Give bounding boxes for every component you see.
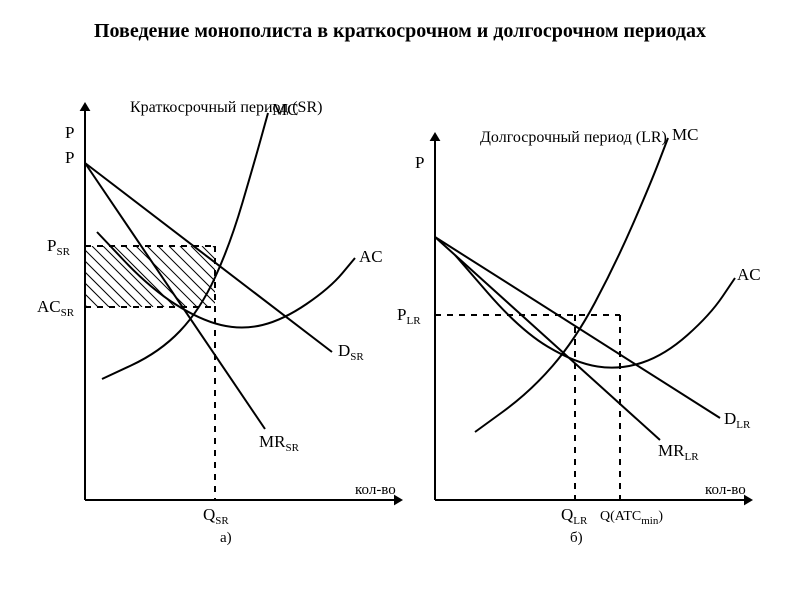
svg-text:a): a): [220, 530, 232, 546]
svg-text:QSR: QSR: [203, 505, 229, 527]
svg-text:кол-во: кол-во: [355, 482, 396, 498]
svg-text:б): б): [570, 530, 583, 546]
svg-text:MC: MC: [672, 125, 698, 144]
svg-text:MRLR: MRLR: [658, 441, 699, 463]
charts-svg: Краткосрочный период (SR)Pкол-воa)PSRACS…: [0, 0, 800, 600]
svg-text:PSR: PSR: [47, 236, 71, 258]
svg-text:MC: MC: [272, 100, 298, 119]
page-title: Поведение монополиста в краткосрочном и …: [0, 18, 800, 44]
page-title-text: Поведение монополиста в краткосрочном и …: [94, 20, 706, 42]
svg-text:P: P: [65, 123, 74, 142]
svg-text:AC: AC: [359, 247, 383, 266]
svg-text:Q(ATCmin): Q(ATCmin): [600, 509, 663, 527]
svg-text:PLR: PLR: [397, 305, 421, 327]
svg-text:Долгосрочный период (LR): Долгосрочный период (LR): [480, 129, 667, 146]
svg-text:DLR: DLR: [724, 409, 751, 431]
svg-text:P: P: [65, 148, 74, 167]
svg-text:кол-во: кол-во: [705, 482, 746, 498]
svg-text:AC: AC: [737, 265, 761, 284]
svg-text:DSR: DSR: [338, 341, 364, 363]
svg-text:ACSR: ACSR: [37, 297, 75, 319]
svg-text:QLR: QLR: [561, 505, 588, 527]
svg-text:MRSR: MRSR: [259, 432, 300, 454]
svg-text:P: P: [415, 153, 424, 172]
